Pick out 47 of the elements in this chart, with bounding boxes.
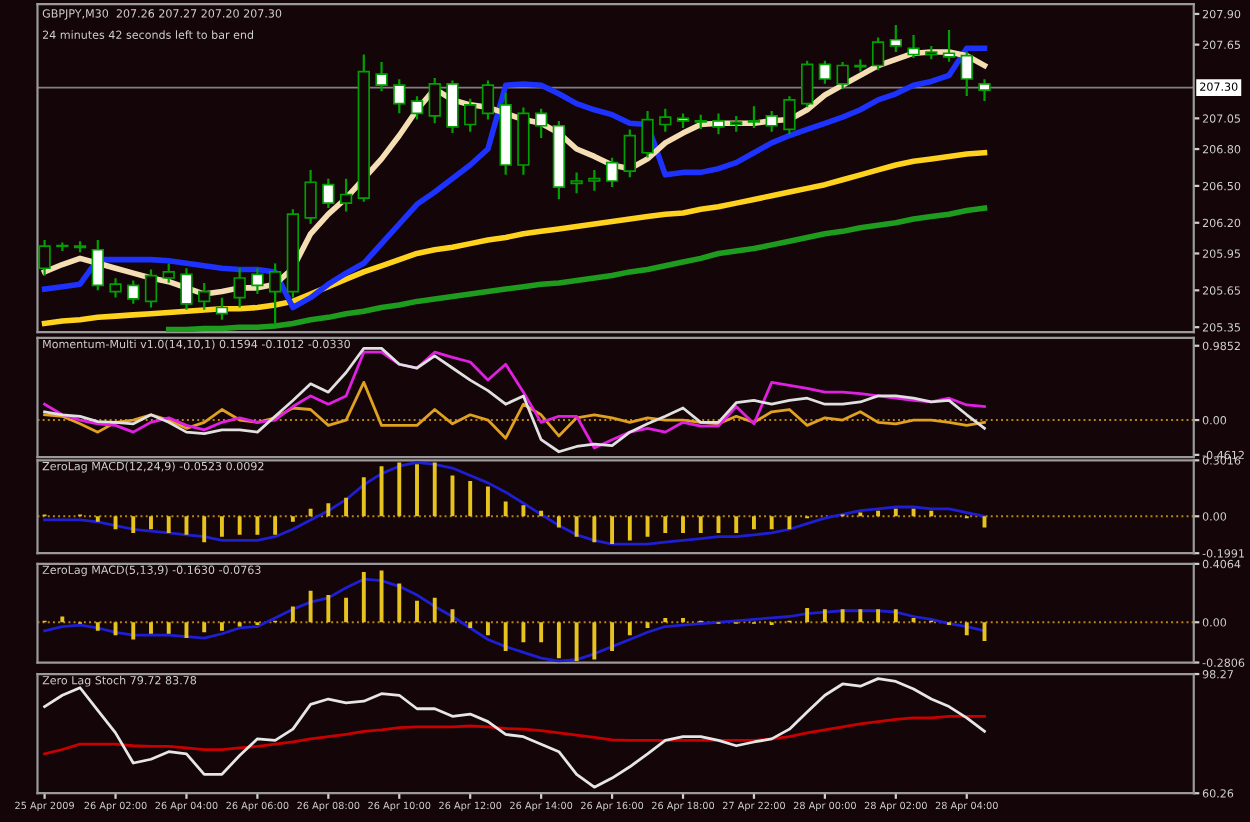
candlestick	[765, 111, 778, 132]
candlestick	[180, 268, 193, 310]
candlestick	[481, 80, 495, 120]
line-series	[43, 577, 986, 663]
candlestick	[198, 283, 211, 310]
line-series	[43, 714, 986, 756]
candlestick	[818, 60, 832, 84]
candlestick	[871, 37, 885, 71]
candlestick	[783, 96, 796, 135]
candlestick	[907, 34, 920, 59]
candlestick	[446, 80, 459, 133]
candlestick	[410, 96, 424, 120]
candlestick	[251, 268, 264, 294]
candlestick	[393, 79, 406, 114]
candlestick	[836, 61, 849, 89]
candlestick	[38, 240, 51, 276]
candlestick	[322, 178, 335, 208]
candlestick	[960, 52, 973, 97]
candlestick	[659, 108, 672, 132]
candlestick	[889, 25, 902, 52]
candlestick	[233, 268, 246, 308]
candlestick	[534, 108, 548, 138]
candlestick	[605, 157, 619, 188]
candlestick	[127, 280, 140, 304]
line-series	[165, 205, 988, 333]
candlestick	[375, 61, 388, 92]
line-series	[43, 677, 986, 789]
candlestick	[268, 263, 282, 325]
candlestick	[215, 297, 229, 320]
candlestick	[712, 113, 725, 135]
candlestick	[339, 178, 353, 212]
candlestick	[978, 79, 991, 102]
candlestick	[942, 30, 956, 62]
candlestick	[623, 129, 636, 178]
candlestick	[570, 172, 583, 194]
line-series	[43, 380, 986, 440]
candlestick	[800, 60, 814, 108]
candlestick	[588, 170, 601, 191]
line-series	[41, 149, 988, 327]
line-series	[43, 461, 986, 546]
candlestick	[91, 240, 104, 291]
candlestick	[747, 106, 761, 129]
candlestick	[464, 98, 477, 132]
candlestick	[641, 111, 654, 158]
candlestick	[304, 170, 317, 224]
candlestick	[144, 269, 158, 308]
candlestick	[428, 77, 441, 124]
